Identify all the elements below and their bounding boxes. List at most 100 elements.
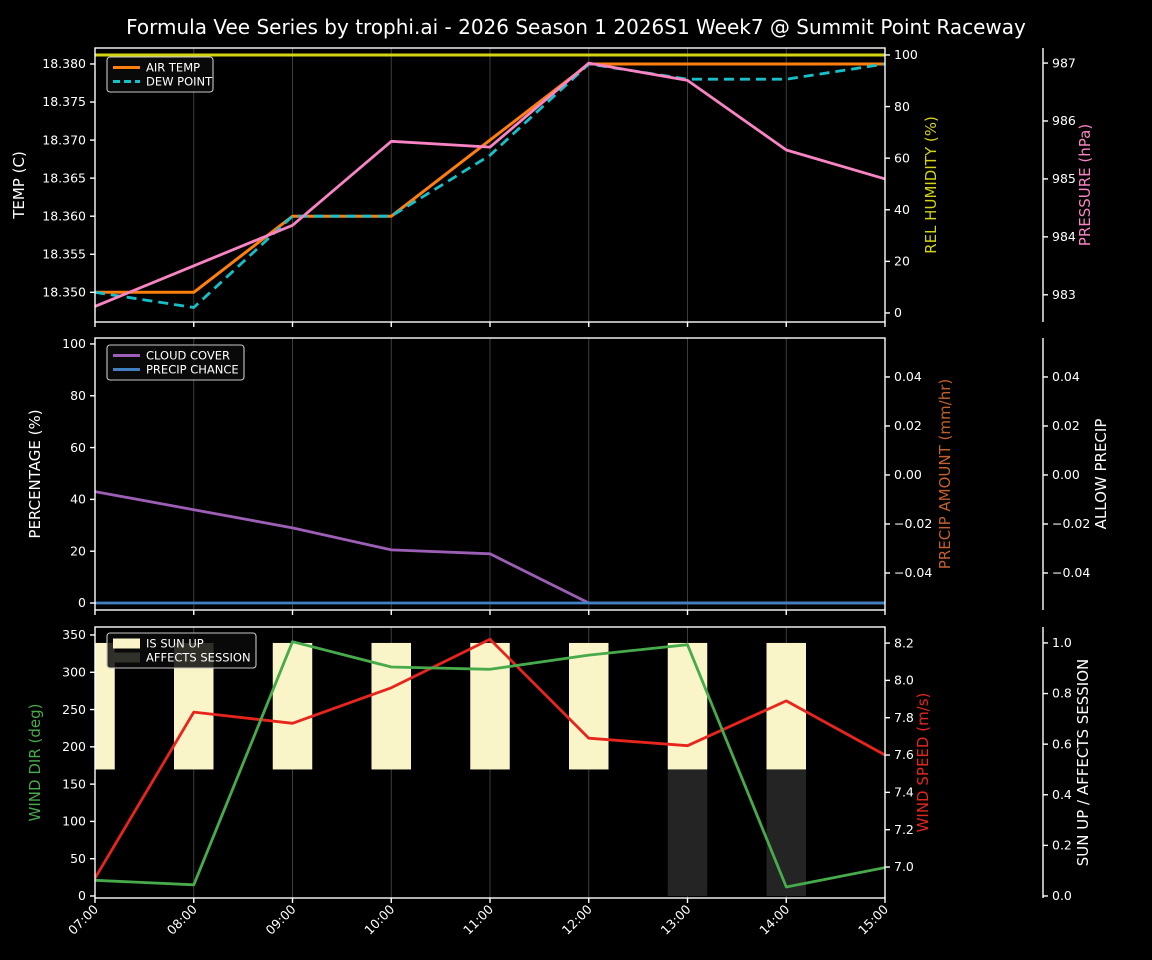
x-tick-label: 13:00 bbox=[658, 901, 694, 937]
x-tick-label: 07:00 bbox=[65, 901, 101, 937]
right-axis-label: WIND SPEED (m/s) bbox=[914, 693, 932, 833]
affects-session-bar bbox=[766, 769, 806, 896]
series bbox=[95, 53, 885, 309]
y-tick-label: 0.4 bbox=[1052, 787, 1072, 802]
y-tick-label: 18.350 bbox=[42, 285, 86, 300]
x-ticks: 07:00 08:00 09:00 10:00 11:00 12:00 13:00 14:00… bbox=[65, 898, 891, 938]
y-tick-label: 50 bbox=[70, 851, 86, 866]
is-sun-up-bar bbox=[95, 642, 115, 770]
cloud-cover-legend-label: CLOUD COVER bbox=[146, 349, 230, 363]
y-tick-label: 985 bbox=[1052, 171, 1076, 186]
is-sun-up-legend-label: IS SUN UP bbox=[146, 637, 204, 651]
x-tick-label: 10:00 bbox=[361, 901, 397, 937]
wind-dir-line bbox=[95, 640, 885, 889]
x-tick-label: 14:00 bbox=[756, 901, 792, 937]
x-tick-label: 11:00 bbox=[460, 901, 496, 937]
affects-session-legend-label: AFFECTS SESSION bbox=[146, 651, 251, 665]
right-axis-label: SUN UP / AFFECTS SESSION bbox=[1074, 659, 1092, 867]
x-tick-label: 12:00 bbox=[559, 901, 595, 937]
y-tick-label: 7.4 bbox=[894, 785, 914, 800]
y-tick-label: 250 bbox=[62, 702, 86, 717]
is-sun-up-bar bbox=[569, 642, 609, 770]
y-tick-label: −0.02 bbox=[1052, 516, 1090, 531]
y-tick-label: 7.8 bbox=[894, 710, 914, 725]
is-sun-up-legend-swatch bbox=[113, 638, 140, 649]
bars bbox=[95, 642, 806, 896]
y-tick-label: 18.355 bbox=[42, 246, 86, 261]
y-tick-label: 100 bbox=[62, 814, 86, 829]
y-tick-label: 60 bbox=[894, 150, 910, 165]
left-axis-temp-c: 18.350 18.355 18.360 18.365 18.370 18.375 18.3… bbox=[10, 56, 95, 300]
y-tick-label: 40 bbox=[894, 202, 910, 217]
y-tick-label: 7.0 bbox=[894, 859, 914, 874]
precip-chance-legend-label: PRECIP CHANCE bbox=[146, 363, 239, 377]
figure-title: Formula Vee Series by trophi.ai - 2026 S… bbox=[126, 15, 1026, 39]
right-axis-wind-speed-m-s: 7.0 7.2 7.4 7.6 7.8 8.0 8.2 WIND SPEED (m/s) bbox=[885, 635, 932, 874]
y-tick-label: 986 bbox=[1052, 113, 1076, 128]
is-sun-up-bar bbox=[470, 642, 510, 770]
y-tick-label: 0.00 bbox=[1052, 467, 1080, 482]
y-tick-label: 40 bbox=[70, 492, 86, 507]
y-tick-label: 18.365 bbox=[42, 170, 86, 185]
right-axis-precip-amount-mm-hr: 0.04 0.02 0.00 −0.02 −0.04 PRECIP AMOUNT (mm/… bbox=[885, 369, 954, 580]
y-tick-label: 0.2 bbox=[1052, 838, 1072, 853]
y-tick-label: 0.6 bbox=[1052, 736, 1072, 751]
y-tick-label: 200 bbox=[62, 739, 86, 754]
y-tick-label: −0.02 bbox=[894, 516, 932, 531]
y-tick-label: 984 bbox=[1052, 229, 1076, 244]
x-tick-label: 09:00 bbox=[263, 901, 299, 937]
y-tick-label: 60 bbox=[70, 440, 86, 455]
y-tick-label: 0 bbox=[894, 305, 902, 320]
air-temp-line bbox=[95, 62, 885, 294]
is-sun-up-bar bbox=[667, 642, 708, 770]
affects-session-legend-swatch bbox=[113, 652, 140, 663]
y-tick-label: 8.0 bbox=[894, 673, 914, 688]
right-axis-pressure-hpa: 983 984 985 986 987 PRESSURE (hPa) bbox=[1043, 55, 1094, 302]
air-temp-legend-label: AIR TEMP bbox=[146, 61, 200, 75]
y-tick-label: 18.370 bbox=[42, 132, 86, 147]
dew-point-legend-label: DEW POINT bbox=[146, 75, 213, 89]
y-tick-label: 100 bbox=[894, 47, 918, 62]
dew-point-line bbox=[95, 62, 885, 309]
y-tick-label: 0.04 bbox=[1052, 369, 1080, 384]
right-axis-label: PRECIP AMOUNT (mm/hr) bbox=[936, 379, 954, 569]
is-sun-up-bar bbox=[272, 642, 313, 770]
right-axis-label: REL HUMIDITY (%) bbox=[922, 116, 940, 254]
left-axis-label: TEMP (C) bbox=[10, 151, 28, 220]
y-tick-label: 20 bbox=[70, 543, 86, 558]
is-sun-up-bar bbox=[371, 642, 411, 770]
y-tick-label: 350 bbox=[62, 627, 86, 642]
y-tick-label: 80 bbox=[894, 99, 910, 114]
y-tick-label: 150 bbox=[62, 776, 86, 791]
panel-precipitation-panel: 0 20 40 60 80 100 PERCENTAGE (%) 0.04 0.02 0.00 −0… bbox=[26, 336, 1110, 615]
right-axis-label: ALLOW PRECIP bbox=[1092, 419, 1110, 530]
left-axis-percentage: 0 20 40 60 80 100 PERCENTAGE (%) bbox=[26, 336, 95, 610]
right-axis-rel-humidity: 0 20 40 60 80 100 REL HUMIDITY (%) bbox=[885, 47, 940, 320]
series bbox=[95, 490, 885, 605]
affects-session-bar bbox=[667, 769, 708, 896]
y-tick-label: 0.0 bbox=[1052, 888, 1072, 903]
y-tick-label: 0.02 bbox=[894, 418, 922, 433]
y-tick-label: 20 bbox=[894, 254, 910, 269]
y-tick-label: 80 bbox=[70, 388, 86, 403]
panel-temperature-panel: 18.350 18.355 18.360 18.365 18.370 18.375 18.3… bbox=[10, 47, 1094, 327]
y-tick-label: 983 bbox=[1052, 287, 1076, 302]
y-tick-label: 0.02 bbox=[1052, 418, 1080, 433]
y-tick-label: 0.00 bbox=[894, 467, 922, 482]
x-ticks bbox=[94, 610, 886, 615]
y-tick-label: 18.360 bbox=[42, 208, 86, 223]
y-tick-label: 7.2 bbox=[894, 822, 914, 837]
y-tick-label: 0 bbox=[78, 595, 86, 610]
y-tick-label: 18.375 bbox=[42, 94, 86, 109]
y-tick-label: 1.0 bbox=[1052, 635, 1072, 650]
y-tick-label: 0.8 bbox=[1052, 686, 1072, 701]
left-axis-wind-dir-deg: 0 50 100 150 200 250 300 350 WIND DIR (deg) bbox=[26, 627, 95, 903]
x-tick-label: 08:00 bbox=[164, 901, 200, 937]
y-tick-label: −0.04 bbox=[1052, 565, 1090, 580]
